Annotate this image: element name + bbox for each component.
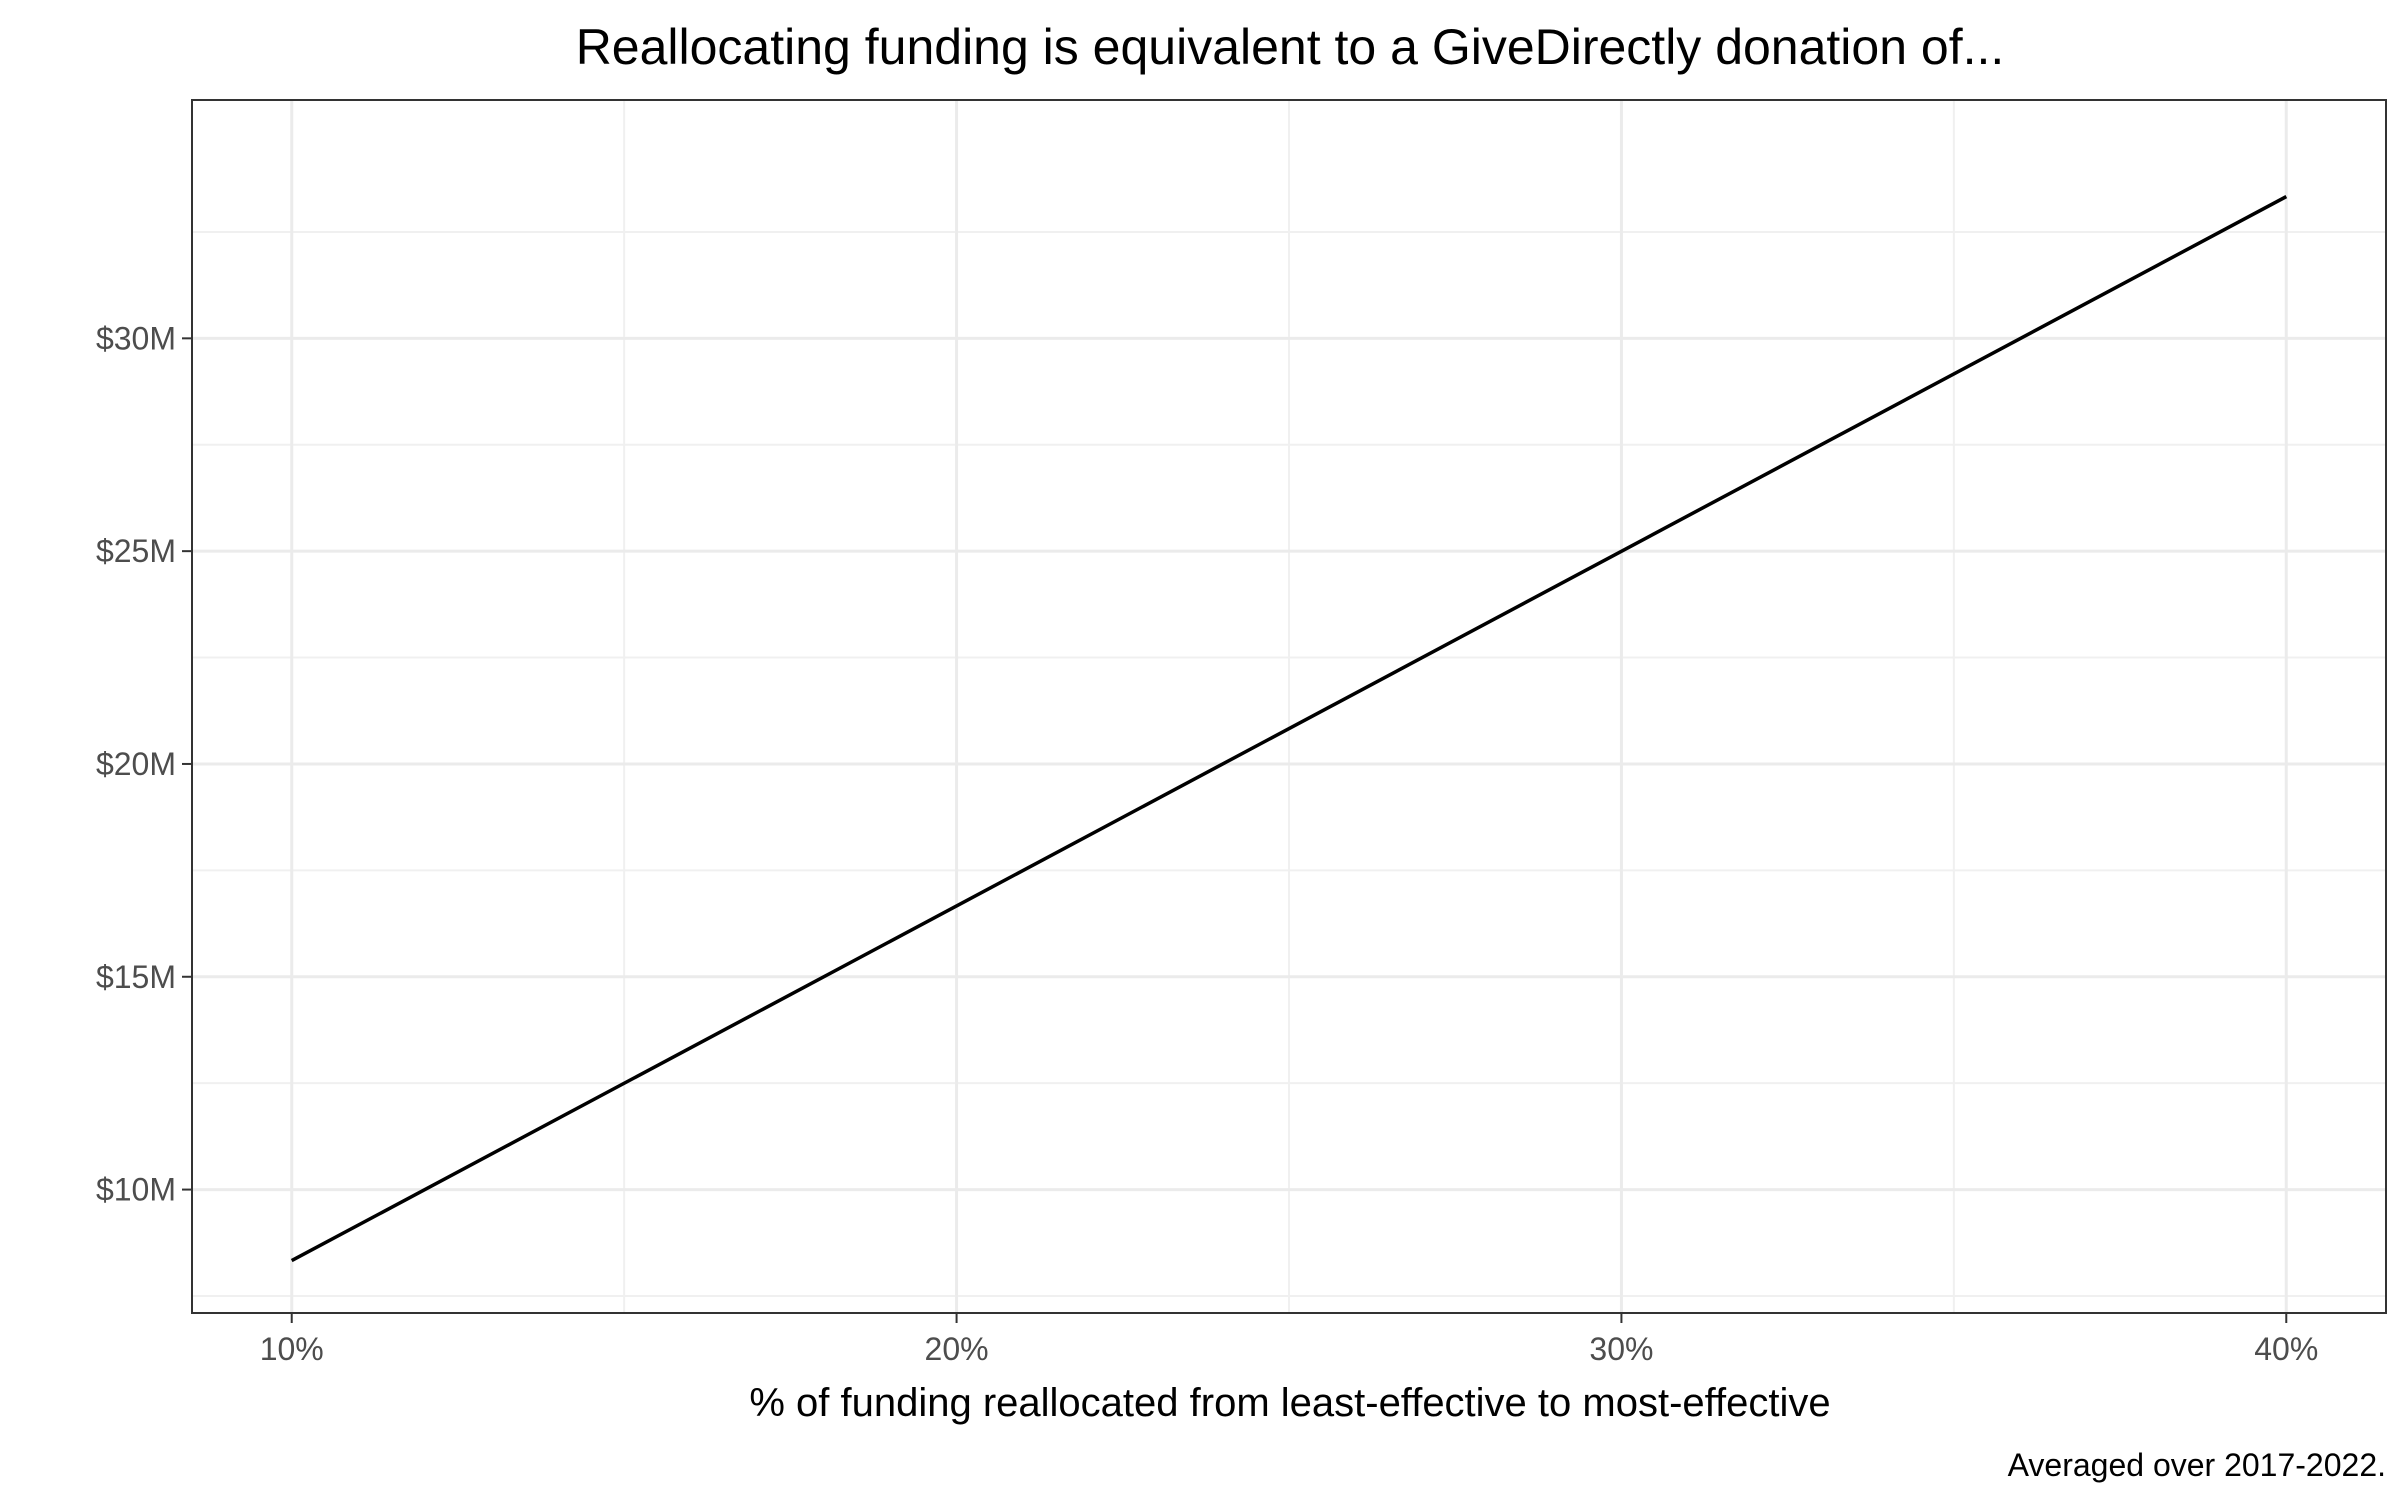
x-axis-title: % of funding reallocated from least-effe… xyxy=(749,1381,1830,1425)
y-tick-label: $25M xyxy=(96,533,176,569)
axes: 10% 20% 30% 40% $10M $15M $20M $25M $30M xyxy=(96,320,2318,1367)
y-tick-label: $30M xyxy=(96,320,176,356)
y-tick-label: $15M xyxy=(96,959,176,995)
chart-caption: Averaged over 2017-2022. xyxy=(2008,1447,2386,1483)
y-tick-label: $10M xyxy=(96,1172,176,1208)
x-tick-label: 30% xyxy=(1589,1331,1653,1367)
series-layer xyxy=(290,195,2288,1263)
chart-title: Reallocating funding is equivalent to a … xyxy=(576,19,2005,75)
plot-panel xyxy=(191,99,2387,1314)
series-line xyxy=(290,195,2288,1263)
x-tick-label: 10% xyxy=(260,1331,324,1367)
grid xyxy=(192,100,2386,1313)
x-tick-label: 40% xyxy=(2254,1331,2318,1367)
y-tick-label: $20M xyxy=(96,746,176,782)
x-tick-label: 20% xyxy=(925,1331,989,1367)
